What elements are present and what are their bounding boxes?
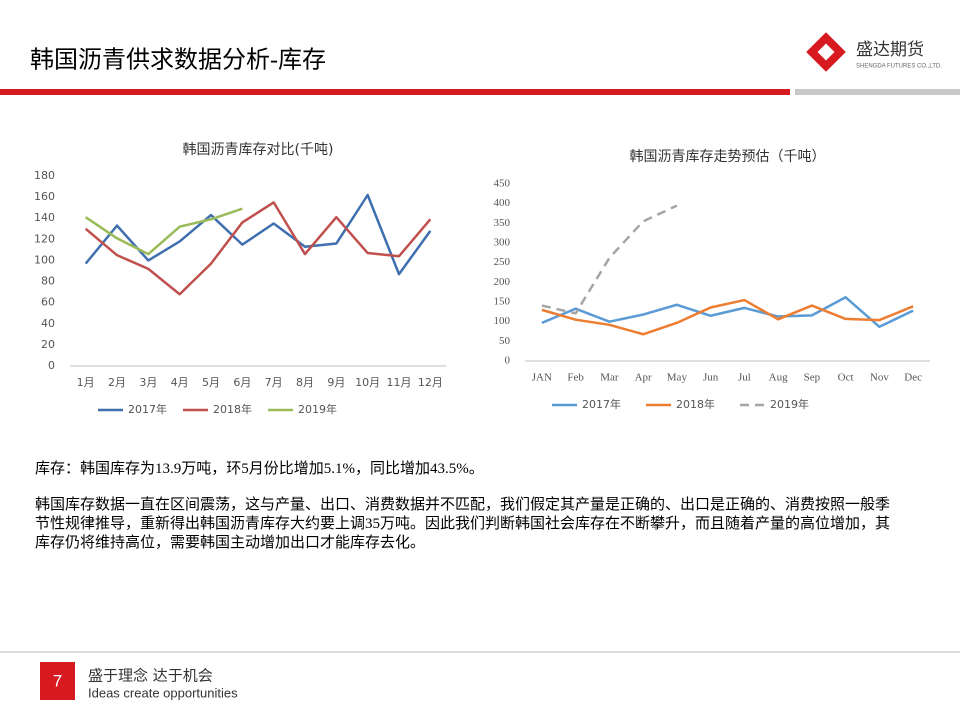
y-tick-label: 20 [41,338,55,351]
chart-title: 韩国沥青库存对比(千吨) [183,142,334,158]
y-tick-label: 450 [494,178,511,190]
slogan: 盛于理念 达于机会 [88,667,213,685]
x-tick-label: Jun [703,372,719,384]
y-tick-label: 300 [494,237,511,249]
x-tick-label: Mar [600,372,619,384]
x-tick-label: 10月 [355,376,380,389]
slide-title: 韩国沥青供求数据分析-库存 [30,47,326,74]
y-tick-label: 0 [48,359,55,372]
page-box [40,662,75,700]
y-tick-label: 150 [494,296,511,308]
x-tick-label: Sep [804,372,821,384]
legend-label: 2019年 [298,402,337,416]
x-tick-label: Jul [738,372,751,384]
y-tick-label: 160 [34,190,55,203]
x-tick-label: 12月 [418,376,443,389]
x-tick-label: Aug [769,372,788,384]
x-tick-label: 4月 [171,376,189,389]
y-tick-label: 50 [499,335,511,347]
y-tick-label: 60 [41,296,55,309]
x-tick-label: 5月 [202,376,220,389]
x-tick-label: Apr [635,372,652,384]
legend-label: 2018年 [213,402,252,416]
x-tick-label: Oct [838,372,854,384]
logo-mark-inner [817,43,835,61]
page-number: 7 [53,671,62,690]
y-tick-label: 200 [494,276,511,288]
x-tick-label: 9月 [327,376,345,389]
x-tick-label: 11月 [387,376,412,389]
y-tick-label: 250 [494,256,511,268]
legend-label: 2017年 [128,402,167,416]
y-tick-label: 140 [34,211,55,224]
y-tick-label: 0 [505,355,511,367]
slogan-en: Ideas create opportunities [88,685,238,700]
y-tick-label: 40 [41,317,55,330]
x-tick-label: May [667,372,688,384]
x-tick-label: 1月 [77,376,95,389]
series-line [541,296,914,329]
series-line [541,204,678,315]
y-tick-label: 100 [494,315,511,327]
series-line [541,298,914,336]
y-tick-label: 80 [41,275,55,288]
x-tick-label: 6月 [233,376,251,389]
logo: 盛达期货 SHENGDA FUTURES CO.,LTD. [806,32,942,72]
header-bar-grey [795,89,960,95]
series-line [84,193,432,276]
legend-label: 2017年 [582,397,621,411]
chart-title: 韩国沥青库存走势预估（千吨） [630,149,826,165]
summary-text: 库存：韩国库存为13.9万吨，环5月份比增加5.1%，同比增加43.5%。 [35,461,484,477]
x-tick-label: 8月 [296,376,314,389]
y-tick-label: 350 [494,217,511,229]
x-tick-label: Dec [904,372,922,384]
y-tick-label: 180 [34,169,55,182]
logo-sub: SHENGDA FUTURES CO.,LTD. [856,64,942,70]
series-line [84,207,243,256]
legend-label: 2018年 [676,397,715,411]
y-tick-label: 120 [34,232,55,245]
y-tick-label: 100 [34,253,55,266]
header-bar [0,89,790,95]
x-tick-label: 2月 [108,376,126,389]
legend-label: 2019年 [770,397,809,411]
x-tick-label: Nov [870,372,889,384]
series-line [84,201,432,296]
x-tick-label: 3月 [139,376,157,389]
body-text: 韩国库存数据一直在区间震荡，这与产量、出口、消费数据并不匹配，我们假定其产量是正… [35,497,891,551]
logo-name: 盛达期货 [856,40,924,60]
x-tick-label: JAN [532,372,552,384]
x-tick-label: 7月 [265,376,283,389]
x-tick-label: Feb [567,372,584,384]
y-tick-label: 400 [494,197,511,209]
